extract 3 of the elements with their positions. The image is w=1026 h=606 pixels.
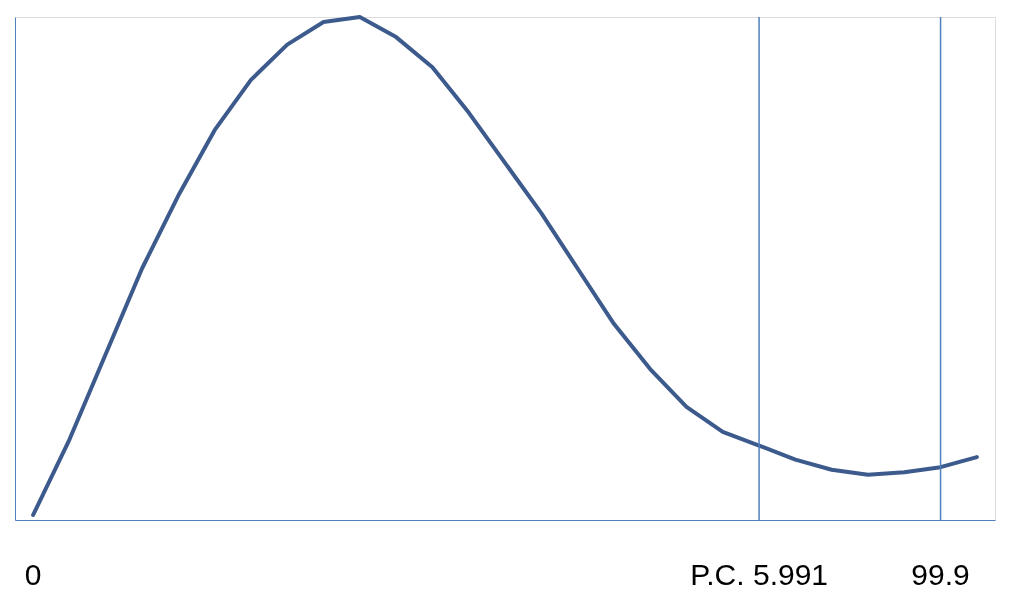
x-tick-label: 99.9 (911, 557, 970, 591)
x-tick-label: P.C. 5.991 (690, 557, 829, 591)
x-tick-label: 0 (24, 557, 42, 591)
